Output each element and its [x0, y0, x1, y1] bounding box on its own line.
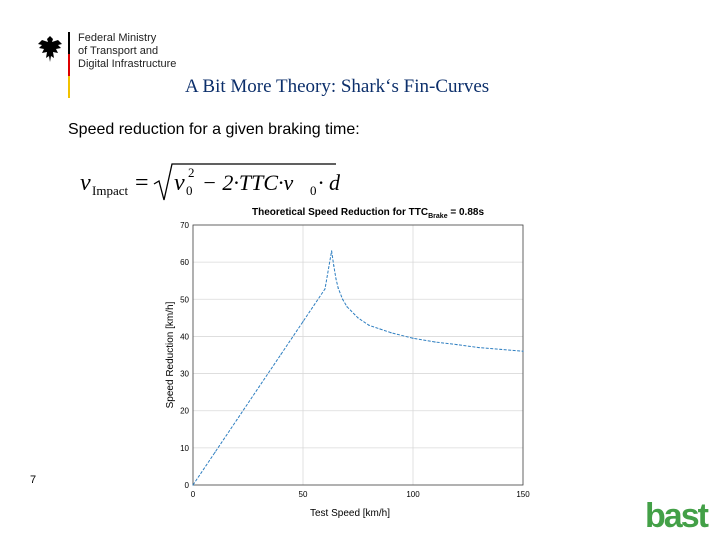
formula-v0b-sub: 0 — [310, 183, 317, 198]
data-point — [192, 484, 194, 486]
chart-title: Theoretical Speed Reduction for TTCBrake… — [252, 207, 484, 220]
data-point — [302, 320, 304, 323]
speed-formula: v Impact = v 0 2 − 2·TTC·v 0 · d — [80, 163, 340, 201]
data-point — [434, 341, 436, 343]
data-point — [342, 298, 344, 300]
x-tick-labels: 0 50 100 150 — [191, 490, 530, 499]
data-point — [324, 288, 326, 290]
x-tick-label: 0 — [191, 490, 196, 499]
y-tick-label: 10 — [180, 444, 189, 453]
eagle-emblem-icon — [38, 36, 62, 62]
data-point — [368, 324, 370, 326]
data-point — [456, 344, 458, 346]
data-point — [280, 353, 282, 355]
chart-grid — [192, 224, 524, 486]
y-tick-labels: 0 10 20 30 40 50 60 70 — [180, 221, 189, 490]
data-point — [522, 350, 524, 352]
page-number: 7 — [30, 474, 37, 486]
plot-frame — [192, 224, 524, 486]
data-point — [331, 250, 333, 252]
speed-reduction-chart: Theoretical Speed Reduction for TTCBrake… — [165, 207, 530, 519]
formula-equals: = — [135, 170, 149, 196]
x-axis-label: Test Speed [km/h] — [310, 508, 390, 519]
x-tick-label: 150 — [516, 490, 530, 499]
slide-subtitle: Speed reduction for a given braking time… — [68, 121, 360, 138]
y-tick-label: 70 — [180, 221, 189, 230]
chart-title-main: Theoretical Speed Reduction for TTC — [252, 207, 428, 218]
series-line — [192, 250, 524, 486]
data-point — [379, 328, 381, 330]
flag-stripe-black — [68, 32, 70, 54]
bast-logo: bast — [645, 497, 711, 533]
slide-title: A Bit More Theory: Shark‘s Fin-Curves — [185, 76, 490, 97]
ministry-logo: Federal Ministry of Transport and Digita… — [36, 32, 186, 102]
ministry-name: Federal Ministry of Transport and Digita… — [78, 32, 177, 70]
data-point — [337, 287, 339, 289]
data-point — [390, 332, 392, 334]
chart-title-sub: Brake — [428, 213, 448, 220]
y-tick-label: 40 — [180, 332, 189, 341]
y-tick-label: 20 — [180, 407, 189, 416]
formula-tail: · d — [318, 170, 340, 195]
x-tick-label: 50 — [299, 490, 308, 499]
flag-stripe-gold — [68, 76, 70, 98]
formula-lhs-var: v — [80, 170, 91, 196]
flag-stripe-red — [68, 54, 70, 76]
y-tick-label: 60 — [180, 258, 189, 267]
data-point — [500, 348, 502, 351]
y-axis-label: Speed Reduction [km/h] — [165, 301, 176, 408]
formula-lhs-sub: Impact — [92, 183, 128, 198]
x-tick-label: 100 — [406, 490, 420, 499]
formula-v0-var: v — [174, 170, 185, 196]
data-point — [258, 386, 260, 388]
series-layer — [192, 250, 524, 486]
data-point — [346, 306, 348, 308]
data-point — [214, 451, 216, 453]
data-point — [357, 317, 359, 319]
data-point — [412, 337, 414, 339]
formula-square: 2 — [188, 165, 195, 180]
y-tick-label: 50 — [180, 295, 189, 304]
data-point — [333, 265, 335, 267]
y-tick-label: 30 — [180, 370, 189, 379]
formula-v0-sub: 0 — [186, 183, 193, 198]
chart-title-tail: = 0.88s — [448, 207, 485, 218]
bast-logo-text: bast — [645, 497, 709, 533]
data-point — [335, 278, 337, 280]
formula-sqrt-sign — [153, 163, 336, 201]
y-tick-label: 0 — [185, 481, 190, 490]
formula-rest: − 2·TTC·v — [202, 170, 293, 195]
data-point — [236, 419, 238, 421]
data-point — [478, 346, 480, 349]
